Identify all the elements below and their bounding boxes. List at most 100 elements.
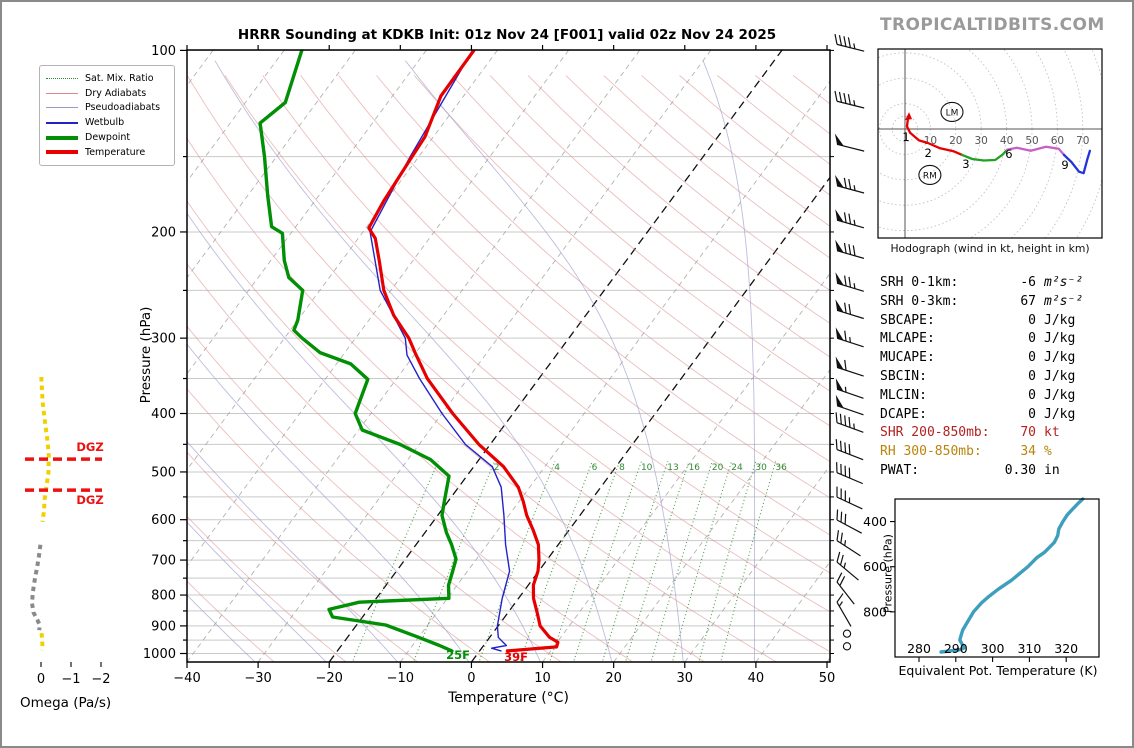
pseudoadiabat [702,60,756,662]
dry-adiabat [489,75,830,358]
wind-barb [834,90,865,109]
stat-value: 67 [1020,293,1036,309]
x-tick-label: −30 [244,671,271,686]
hodo-ring-label: 30 [975,135,988,147]
mixing-ratio-line [698,461,757,662]
isotherm [187,50,427,375]
wind-barb [835,356,864,377]
barb-half [838,601,843,607]
wind-barb [836,530,861,557]
barb-full [839,413,842,425]
hodo-height-label: 3 [962,157,969,171]
mixing-ratio-line [519,461,593,662]
legend-item-label: Sat. Mix. Ratio [85,72,154,84]
wind-barb [835,299,864,320]
skewt-background: 2 4 6 8 10 13 16 20 24 30 36 [187,50,830,662]
hodo-ring-label: 60 [1051,135,1064,147]
thetae-y-tick-label: 800 [863,604,887,619]
p-tick-label: 600 [151,513,176,528]
pseudoadiabat [187,343,470,662]
stat-label: MLCAPE: [880,331,935,347]
barb-full [848,303,852,315]
barb-full [843,212,847,223]
legend-item-label: Pseudoadiabats [85,102,161,114]
barb-full [852,245,856,256]
wind-barb [836,593,852,627]
hodo-marker-label: RM [923,171,937,181]
barb-full [843,93,847,104]
wind-barb [835,412,864,433]
hodo-height-label: 9 [1061,158,1068,172]
hodo-ring-label: 10 [924,135,937,147]
legend-item-dry: Dry Adiabats [46,86,168,101]
barb-full [836,530,840,541]
stat-row: MLCAPE: 0 J/kg [880,330,1130,349]
barb-full [839,576,846,586]
legend-item-mixratio: Sat. Mix. Ratio [46,71,168,86]
stat-label: SHR 200-850mb: [880,425,990,441]
barb-full [834,33,838,45]
barb-pennant [835,299,844,313]
isotherm [187,50,356,279]
thetae-x-axis-label: Equivalent Pot. Temperature (K) [898,663,1098,678]
barb-full [848,213,852,225]
stat-unit: J/kg [1044,331,1076,347]
stat-unit: m²s⁻² [1044,293,1084,309]
omega-tick-label: −2 [91,672,110,687]
dewpoint-line-sample-icon [46,135,78,140]
legend-item-label: Wetbulb [85,117,125,129]
p-tick-label: 500 [151,465,176,480]
isotherm [684,464,830,662]
mixing-ratio-line [720,461,777,662]
mixing-ratio-line [351,461,439,662]
x-tick-label: 40 [748,671,765,686]
barb-full [836,593,844,603]
wind-barb [835,394,864,416]
surface-dewpoint-label: 25F [446,648,470,662]
thetae-x-tick-label: 280 [907,641,931,656]
mixing-ratio-line [650,461,713,662]
wind-barb [835,378,864,399]
p-tick-label: 400 [151,407,176,422]
watermark: TROPICALTIDBITS.COM [880,15,1105,35]
hodo-start-arrow [905,112,913,121]
barb-half [844,540,847,546]
barb-staff [836,519,863,534]
stat-value: 0 [1028,387,1036,403]
barb-full [848,178,852,190]
barb-full [847,37,851,48]
barb-half [853,283,856,289]
dry-adiabat [376,75,830,463]
hodograph-plot: 10 20 30 40 50 60 70 1 2 3 6 9 LM RM [878,49,1102,238]
mixing-ratio-label: 24 [731,463,743,473]
barb-staff [836,581,855,605]
dgz-label: DGZ [76,440,103,454]
omega-tick-label: −1 [61,672,80,687]
stats-panel: SRH 0-1km: -6 m²s⁻² SRH 0-3km: 67 m²s⁻² SBCAPE… [880,274,1130,481]
omega-axis-label: Omega (Pa/s) [20,695,112,711]
mixing-ratio-label: 2 [494,463,500,473]
hodo-ring-label: 20 [949,135,962,147]
skewt-x-axis-label: Temperature (°C) [448,690,569,706]
p-tick-label: 1000 [143,647,176,662]
omega-trace [29,544,43,631]
omega-trace [39,376,51,523]
barb-full [844,275,847,287]
omega-tick-label: 0 [37,672,45,687]
barb-full [834,90,838,102]
stat-unit: kt [1044,425,1060,441]
hodo-trace [960,148,1009,162]
stat-value: 0 [1028,312,1036,328]
stat-value: 0 [1028,350,1036,366]
wind-barb [835,439,864,461]
skewt-frame [186,49,831,663]
hodo-trace [905,116,964,157]
dry-adiabat [187,75,830,653]
x-tick-label: −10 [387,671,414,686]
thetae-x-tick-label: 310 [1017,641,1041,656]
omega-trace [39,632,45,651]
thetae-y-axis-label: Pressure (hPa) [881,534,895,613]
pseudoadiabat [187,212,541,662]
barb-full [843,36,847,47]
temperature-line-sample-icon [46,150,78,155]
